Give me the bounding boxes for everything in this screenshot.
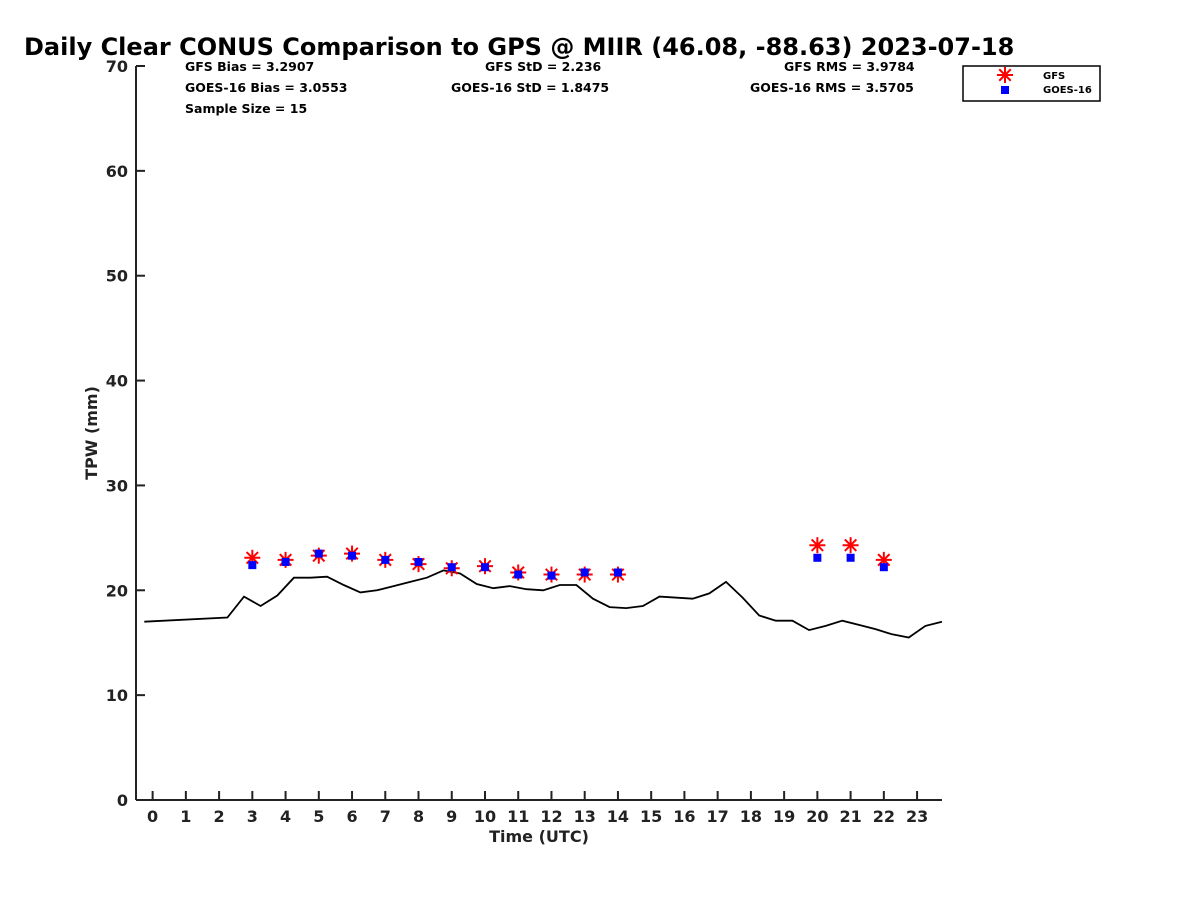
x-tick-label: 8 [413,807,424,826]
gps-line-layer [144,569,943,639]
asterisk-stroke [844,538,858,552]
x-tick-label: 18 [740,807,762,826]
x-tick-label: 14 [607,807,629,826]
y-tick-label: 50 [106,267,128,286]
y-tick-label: 0 [117,791,128,810]
goes-point [813,553,822,562]
goes-point [348,551,357,560]
goes-point [381,555,390,564]
gps-line [144,569,943,639]
x-tick-label: 22 [873,807,895,826]
x-tick-label: 12 [540,807,562,826]
goes-point [414,557,423,566]
goes-point [480,563,489,572]
x-tick-label: 5 [313,807,324,826]
legend-gfs-asterisk [997,67,1013,83]
goes-std-stat: GOES-16 StD = 1.8475 [451,80,609,95]
x-tick-label: 2 [214,807,225,826]
legend: GFS GOES-16 [962,65,1101,102]
x-tick-label: 16 [673,807,695,826]
x-tick-label: 13 [574,807,596,826]
goes-point [248,561,257,570]
y-tick-label: 40 [106,372,128,391]
x-tick-label: 0 [147,807,158,826]
x-tick-label: 3 [247,807,258,826]
goes-point [580,568,589,577]
goes-point [613,568,622,577]
goes-point [447,563,456,572]
y-tick-label: 20 [106,581,128,600]
legend-gfs-label: GFS [1043,71,1065,82]
goes-point [547,571,556,580]
gfs-point [809,537,826,554]
gfs-rms-stat: GFS RMS = 3.9784 [784,59,915,74]
x-tick-label: 4 [280,807,291,826]
x-tick-label: 7 [380,807,391,826]
x-tick-label: 15 [640,807,662,826]
points-layer [244,537,892,583]
legend-goes-marker [1001,86,1009,94]
gfs-std-stat: GFS StD = 2.236 [485,59,602,74]
asterisk-stroke [810,538,824,552]
goes-rms-stat: GOES-16 RMS = 3.5705 [750,80,914,95]
x-tick-label: 17 [707,807,729,826]
y-tick-label: 60 [106,162,128,181]
goes-point [879,563,888,572]
x-tick-label: 1 [180,807,191,826]
x-tick-label: 9 [446,807,457,826]
goes-point [281,557,290,566]
legend-box [962,65,1101,102]
x-tick-label: 20 [806,807,828,826]
x-tick-label: 11 [507,807,529,826]
y-axis-label: TPW (mm) [82,386,101,480]
legend-goes-square [1001,86,1009,94]
x-tick-label: 19 [773,807,795,826]
goes-point [314,549,323,558]
sample-size-stat: Sample Size = 15 [185,101,307,116]
legend-gfs-marker [997,67,1013,83]
gfs-point [842,537,859,554]
x-tick-label: 21 [839,807,861,826]
x-axis-label: Time (UTC) [489,827,589,846]
x-tick-label: 6 [346,807,357,826]
goes-point [514,570,523,579]
y-tick-label: 30 [106,476,128,495]
goes-bias-stat: GOES-16 Bias = 3.0553 [185,80,347,95]
goes-point [846,553,855,562]
asterisk-stroke [998,68,1012,82]
legend-goes-label: GOES-16 [1043,85,1092,96]
y-tick-label: 10 [106,686,128,705]
x-tick-label: 23 [906,807,928,826]
x-tick-label: 10 [474,807,496,826]
chart-title: Daily Clear CONUS Comparison to GPS @ MI… [24,33,1014,61]
gfs-bias-stat: GFS Bias = 3.2907 [185,59,314,74]
y-tick-label: 70 [106,57,128,76]
